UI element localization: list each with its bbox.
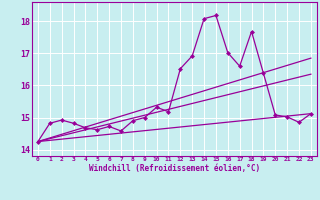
- X-axis label: Windchill (Refroidissement éolien,°C): Windchill (Refroidissement éolien,°C): [89, 164, 260, 173]
